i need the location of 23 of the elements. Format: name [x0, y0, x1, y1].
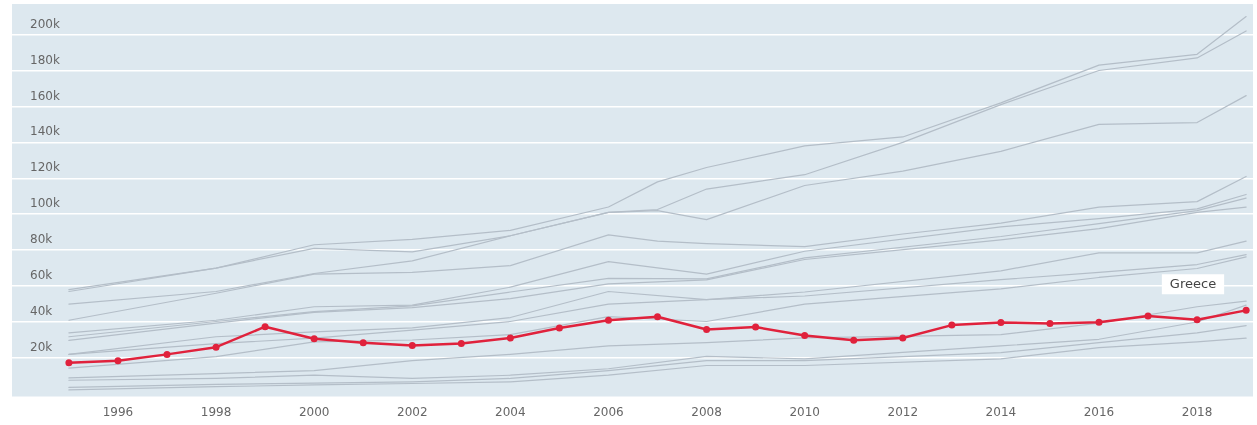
y-tick-label: 140k [30, 124, 60, 139]
x-tick-label: 2018 [1181, 404, 1213, 419]
x-tick-label: 2000 [298, 404, 330, 419]
x-tick-label: 2016 [1083, 404, 1115, 419]
x-tick-label: 1998 [200, 404, 232, 419]
x-tick-label: 2002 [396, 404, 428, 419]
x-tick-label: 2012 [887, 404, 919, 419]
series-label: Greece [1169, 275, 1217, 291]
x-tick-label: 2008 [691, 404, 722, 419]
x-tick-label: 2006 [593, 404, 624, 419]
y-tick-label: 100k [30, 196, 60, 211]
x-tick-label: 2014 [985, 404, 1017, 419]
y-tick-label: 80k [30, 232, 53, 247]
x-tick-label: 2004 [495, 404, 526, 419]
y-tick-label: 200k [30, 16, 60, 31]
x-tick-label: 1996 [102, 404, 134, 419]
y-tick-label: 60k [30, 268, 53, 283]
y-tick-label: 180k [30, 52, 60, 67]
y-tick-label: 120k [30, 160, 60, 175]
y-tick-label: 20k [30, 340, 53, 355]
y-tick-label: 40k [30, 304, 53, 319]
y-tick-label: 160k [30, 88, 60, 103]
x-tick-label: 2010 [789, 404, 820, 419]
